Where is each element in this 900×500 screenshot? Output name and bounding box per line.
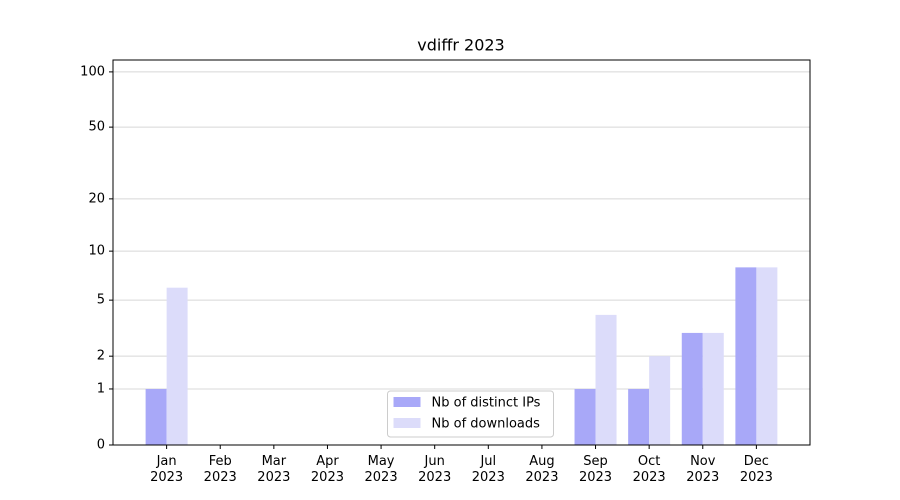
legend-label: Nb of distinct IPs (432, 396, 541, 411)
legend-swatch (393, 418, 421, 428)
bar (756, 267, 778, 445)
bar (735, 267, 757, 445)
bar (145, 388, 167, 445)
x-tick-label: Apr 2023 (311, 454, 344, 485)
y-tick-label: 10 (88, 244, 105, 259)
x-tick-label: Jun 2023 (418, 454, 451, 485)
x-tick-label: Oct 2023 (633, 454, 666, 485)
x-tick-label: Nov 2023 (686, 454, 719, 485)
legend-label: Nb of downloads (432, 417, 541, 432)
y-tick-label: 20 (88, 191, 105, 206)
x-tick-label: Feb 2023 (204, 454, 237, 485)
chart-title: vdiffr 2023 (417, 36, 504, 55)
bar (574, 388, 596, 445)
bar (649, 356, 671, 445)
y-tick-label: 50 (88, 120, 105, 135)
x-tick-label: Mar 2023 (257, 454, 290, 485)
x-tick-label: Jul 2023 (472, 454, 505, 485)
y-tick-label: 100 (80, 64, 105, 79)
bar (595, 314, 617, 445)
x-tick-label: Jan 2023 (150, 454, 183, 485)
y-tick-label: 2 (97, 349, 105, 364)
y-tick-label: 0 (97, 438, 105, 453)
bar (681, 332, 703, 445)
x-tick-label: May 2023 (365, 454, 398, 485)
x-tick-label: Dec 2023 (740, 454, 773, 485)
bar (702, 332, 724, 445)
x-tick-label: Aug 2023 (525, 454, 558, 485)
y-tick-label: 5 (97, 293, 105, 308)
y-tick-label: 1 (97, 381, 105, 396)
legend-swatch (393, 397, 421, 407)
bar (166, 287, 188, 445)
plot-frame (112, 59, 811, 446)
x-tick-label: Sep 2023 (579, 454, 612, 485)
bar (628, 388, 650, 445)
legend-box (387, 390, 554, 438)
